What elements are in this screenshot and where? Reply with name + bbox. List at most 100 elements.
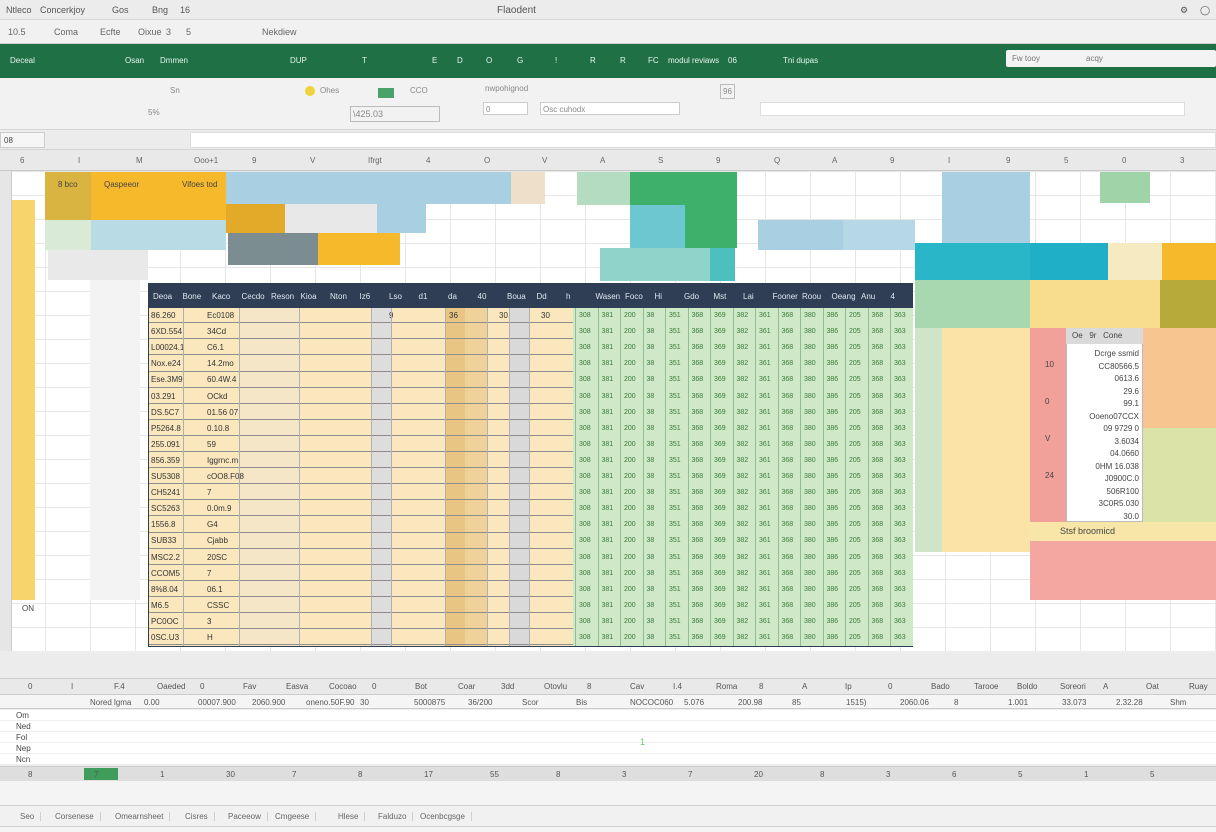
color-block[interactable] bbox=[45, 172, 91, 220]
green-cell[interactable]: 381 bbox=[601, 617, 614, 625]
fill-color-icon[interactable] bbox=[305, 86, 315, 96]
table-row[interactable]: SC5263 0.0m.9 bbox=[149, 501, 912, 517]
green-cell[interactable]: 382 bbox=[736, 489, 749, 497]
green-cell[interactable]: 368 bbox=[871, 312, 884, 319]
table-header-cell[interactable]: Anu bbox=[861, 292, 876, 301]
bottom-header-cell[interactable]: Bot bbox=[415, 682, 428, 691]
green-cell[interactable]: 363 bbox=[894, 473, 906, 480]
green-cell[interactable]: 361 bbox=[759, 553, 771, 561]
table-cell[interactable]: SUB33 bbox=[151, 536, 177, 546]
color-block[interactable] bbox=[1030, 328, 1066, 522]
green-cell[interactable]: 363 bbox=[894, 456, 906, 464]
bottom-value-cell[interactable]: 85 bbox=[792, 698, 801, 707]
number-format-box[interactable]: \425.03 bbox=[350, 106, 440, 122]
green-cell[interactable]: 205 bbox=[849, 312, 861, 319]
green-cell[interactable]: 205 bbox=[849, 585, 861, 593]
table-row[interactable]: PC0OC 3 bbox=[149, 614, 912, 630]
tool-button[interactable]: 96 bbox=[720, 84, 735, 99]
column-header[interactable]: 9 bbox=[716, 156, 721, 165]
column-header[interactable]: S bbox=[658, 156, 664, 165]
green-cell[interactable]: 361 bbox=[759, 505, 771, 513]
green-cell[interactable]: 381 bbox=[601, 505, 614, 513]
bottom-header-cell[interactable]: I.4 bbox=[673, 682, 682, 691]
green-cell[interactable]: 351 bbox=[669, 456, 681, 464]
green-cell[interactable]: 386 bbox=[826, 617, 839, 625]
green-cell[interactable]: 368 bbox=[871, 328, 884, 336]
green-cell[interactable]: 382 bbox=[736, 634, 749, 641]
tool-label[interactable]: Sn bbox=[170, 86, 180, 95]
table-cell[interactable]: OCkd bbox=[207, 391, 228, 401]
green-cell[interactable]: 369 bbox=[714, 376, 726, 384]
green-cell[interactable]: 368 bbox=[871, 553, 884, 561]
green-cell[interactable]: 368 bbox=[871, 408, 884, 416]
green-cell[interactable]: 368 bbox=[691, 376, 704, 384]
side-panel-value[interactable]: Dcrge ssmid bbox=[1094, 349, 1139, 358]
green-cell[interactable]: 200 bbox=[624, 456, 636, 464]
table-header-cell[interactable]: Mst bbox=[713, 292, 727, 301]
green-cell[interactable]: 200 bbox=[624, 408, 636, 416]
green-cell[interactable]: 361 bbox=[759, 569, 771, 577]
green-cell[interactable]: 361 bbox=[759, 376, 771, 384]
green-cell[interactable]: 381 bbox=[601, 328, 614, 336]
green-cell[interactable]: 382 bbox=[736, 521, 749, 529]
green-cell[interactable]: 205 bbox=[849, 392, 861, 400]
table-row[interactable]: CH5241 7 bbox=[149, 485, 912, 501]
table-cell[interactable]: 34Cd bbox=[207, 327, 227, 337]
bottom-footer-cell[interactable]: 7 bbox=[94, 770, 99, 779]
bottom-header-cell[interactable]: Bado bbox=[931, 682, 950, 691]
color-block[interactable] bbox=[942, 328, 1030, 552]
sheet-tab[interactable]: Ocenbcgsge bbox=[420, 812, 472, 821]
side-panel-value[interactable]: Ooeno07CCX bbox=[1089, 411, 1139, 421]
table-cell[interactable]: CSSC bbox=[207, 600, 230, 610]
green-cell[interactable]: 381 bbox=[601, 424, 614, 432]
green-cell[interactable]: 368 bbox=[691, 537, 704, 545]
column-header[interactable]: I bbox=[948, 156, 951, 165]
ribbon-item[interactable]: ! bbox=[555, 56, 558, 65]
tool-label[interactable]: 5% bbox=[148, 108, 160, 117]
ribbon-item[interactable]: Osan bbox=[125, 56, 145, 65]
sheet-tab[interactable]: Hlese bbox=[338, 812, 366, 821]
menu-item[interactable]: Ntleco bbox=[6, 5, 32, 15]
green-cell[interactable]: 200 bbox=[624, 489, 636, 497]
green-cell[interactable]: 308 bbox=[579, 617, 591, 625]
color-block[interactable] bbox=[1162, 243, 1216, 280]
green-cell[interactable]: 380 bbox=[804, 408, 816, 416]
green-cell[interactable]: 308 bbox=[579, 360, 591, 368]
green-cell[interactable]: 205 bbox=[849, 376, 861, 384]
table-cell[interactable]: 30 bbox=[499, 311, 508, 320]
green-cell[interactable]: 386 bbox=[826, 408, 839, 416]
green-cell[interactable]: 363 bbox=[894, 521, 906, 529]
green-cell[interactable]: 368 bbox=[781, 537, 794, 545]
green-cell[interactable]: 368 bbox=[871, 440, 884, 448]
green-cell[interactable]: 369 bbox=[714, 617, 726, 625]
green-cell[interactable]: 368 bbox=[871, 505, 884, 513]
green-cell[interactable]: 363 bbox=[894, 408, 906, 416]
green-cell[interactable]: 368 bbox=[691, 489, 704, 497]
green-cell[interactable]: 351 bbox=[669, 553, 681, 561]
green-cell[interactable]: 381 bbox=[601, 489, 614, 497]
green-cell[interactable]: 38 bbox=[646, 408, 655, 416]
bottom-footer-cell[interactable]: 17 bbox=[424, 770, 433, 779]
green-cell[interactable]: 308 bbox=[579, 521, 591, 529]
green-cell[interactable]: 361 bbox=[759, 489, 771, 497]
bottom-header-cell[interactable]: Oat bbox=[1146, 682, 1159, 691]
green-cell[interactable]: 363 bbox=[894, 601, 906, 609]
ribbon-item[interactable]: DUP bbox=[290, 56, 307, 65]
green-cell[interactable]: 308 bbox=[579, 569, 591, 577]
green-cell[interactable]: 368 bbox=[871, 360, 884, 368]
green-cell[interactable]: 381 bbox=[601, 569, 614, 577]
green-cell[interactable]: 368 bbox=[691, 424, 704, 432]
bottom-header-cell[interactable]: A bbox=[1103, 682, 1109, 691]
table-header-cell[interactable]: Hi bbox=[654, 292, 663, 301]
green-cell[interactable]: 38 bbox=[646, 521, 655, 529]
bottom-value-cell[interactable]: 5000875 bbox=[414, 698, 446, 707]
table-header-cell[interactable]: h bbox=[566, 292, 571, 301]
sheet-tab[interactable]: Falduzo bbox=[378, 812, 414, 821]
green-cell[interactable]: 381 bbox=[601, 553, 614, 561]
tool-label[interactable]: nwpohignod bbox=[485, 84, 529, 93]
settings-icon[interactable]: ⚙ bbox=[1180, 5, 1189, 15]
table-cell[interactable]: 86.260 bbox=[151, 311, 176, 320]
green-cell[interactable]: 369 bbox=[714, 440, 726, 448]
table-cell[interactable]: CCOM5 bbox=[151, 568, 180, 578]
green-cell[interactable]: 381 bbox=[601, 585, 614, 593]
